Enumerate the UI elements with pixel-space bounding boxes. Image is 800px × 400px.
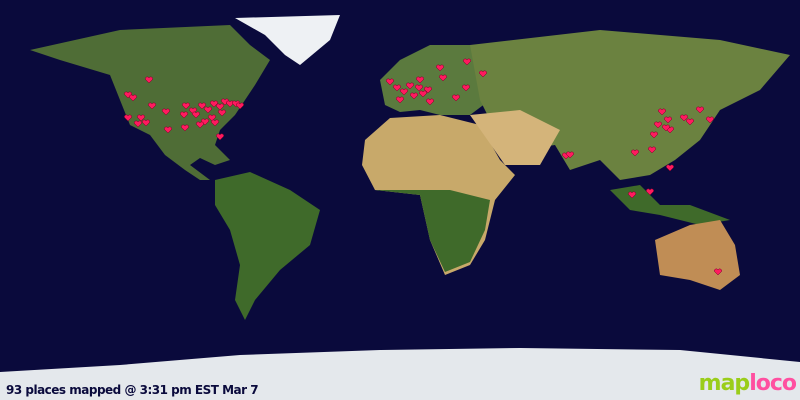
heart-icon[interactable] <box>566 151 574 159</box>
antarctica <box>0 348 800 400</box>
heart-icon[interactable] <box>393 84 401 92</box>
heart-icon[interactable] <box>680 114 688 122</box>
heart-icon[interactable] <box>439 74 447 82</box>
heart-icon[interactable] <box>419 90 427 98</box>
heart-icon[interactable] <box>196 121 204 129</box>
heart-icon[interactable] <box>400 88 408 96</box>
south-america <box>215 172 320 320</box>
greenland <box>235 15 340 65</box>
heart-icon[interactable] <box>201 118 209 126</box>
heart-icon[interactable] <box>658 108 666 116</box>
heart-icon[interactable] <box>410 92 418 100</box>
heart-icon[interactable] <box>463 58 471 66</box>
continents <box>0 15 800 400</box>
heart-icon[interactable] <box>648 146 656 154</box>
maploco-logo[interactable]: maploco <box>698 371 797 396</box>
heart-icon[interactable] <box>706 116 714 124</box>
southeast-asia <box>610 185 730 225</box>
north-america <box>30 25 270 180</box>
heart-icon[interactable] <box>145 76 153 84</box>
australia <box>655 220 740 290</box>
heart-icon[interactable] <box>664 116 672 124</box>
heart-icon[interactable] <box>221 98 229 106</box>
heart-icon[interactable] <box>137 114 145 122</box>
central-africa <box>375 190 490 272</box>
heart-icon[interactable] <box>189 107 197 115</box>
heart-icon[interactable] <box>662 124 670 132</box>
heart-icon[interactable] <box>148 102 156 110</box>
heart-icon[interactable] <box>181 124 189 132</box>
heart-icon[interactable] <box>396 96 404 104</box>
heart-icon[interactable] <box>424 86 432 94</box>
heart-icon[interactable] <box>628 191 636 199</box>
heart-icon[interactable] <box>216 133 224 141</box>
heart-icon[interactable] <box>129 94 137 102</box>
heart-icon[interactable] <box>386 78 394 86</box>
heart-icon[interactable] <box>650 131 658 139</box>
heart-icon[interactable] <box>654 121 662 129</box>
heart-icon[interactable] <box>162 108 170 116</box>
heart-icon[interactable] <box>406 82 414 90</box>
heart-icon[interactable] <box>631 149 639 157</box>
heart-icon[interactable] <box>180 111 188 119</box>
heart-icon[interactable] <box>211 119 219 127</box>
heart-icon[interactable] <box>436 64 444 72</box>
heart-icon[interactable] <box>198 102 206 110</box>
heart-icon[interactable] <box>216 103 224 111</box>
heart-icon[interactable] <box>415 84 423 92</box>
heart-icon[interactable] <box>416 76 424 84</box>
heart-icon[interactable] <box>426 98 434 106</box>
heart-icon[interactable] <box>714 268 722 276</box>
heart-icon[interactable] <box>204 106 212 114</box>
heart-icon[interactable] <box>646 188 654 196</box>
heart-icon[interactable] <box>182 102 190 110</box>
heart-icon[interactable] <box>124 91 132 99</box>
markers <box>124 58 722 276</box>
heart-icon[interactable] <box>142 119 150 127</box>
places-mapped-caption: 93 places mapped @ 3:31 pm EST Mar 7 <box>6 383 259 397</box>
heart-icon[interactable] <box>208 114 216 122</box>
heart-icon[interactable] <box>232 100 240 108</box>
heart-icon[interactable] <box>236 102 244 110</box>
europe <box>380 45 500 115</box>
heart-icon[interactable] <box>462 84 470 92</box>
heart-icon[interactable] <box>192 111 200 119</box>
heart-icon[interactable] <box>164 126 172 134</box>
arabia-desert <box>470 110 560 165</box>
heart-icon[interactable] <box>452 94 460 102</box>
heart-icon[interactable] <box>696 106 704 114</box>
heart-icon[interactable] <box>124 114 132 122</box>
heart-icon[interactable] <box>666 164 674 172</box>
heart-icon[interactable] <box>218 109 226 117</box>
heart-icon[interactable] <box>210 100 218 108</box>
heart-icon[interactable] <box>479 70 487 78</box>
heart-icon[interactable] <box>686 118 694 126</box>
heart-icon[interactable] <box>134 120 142 128</box>
